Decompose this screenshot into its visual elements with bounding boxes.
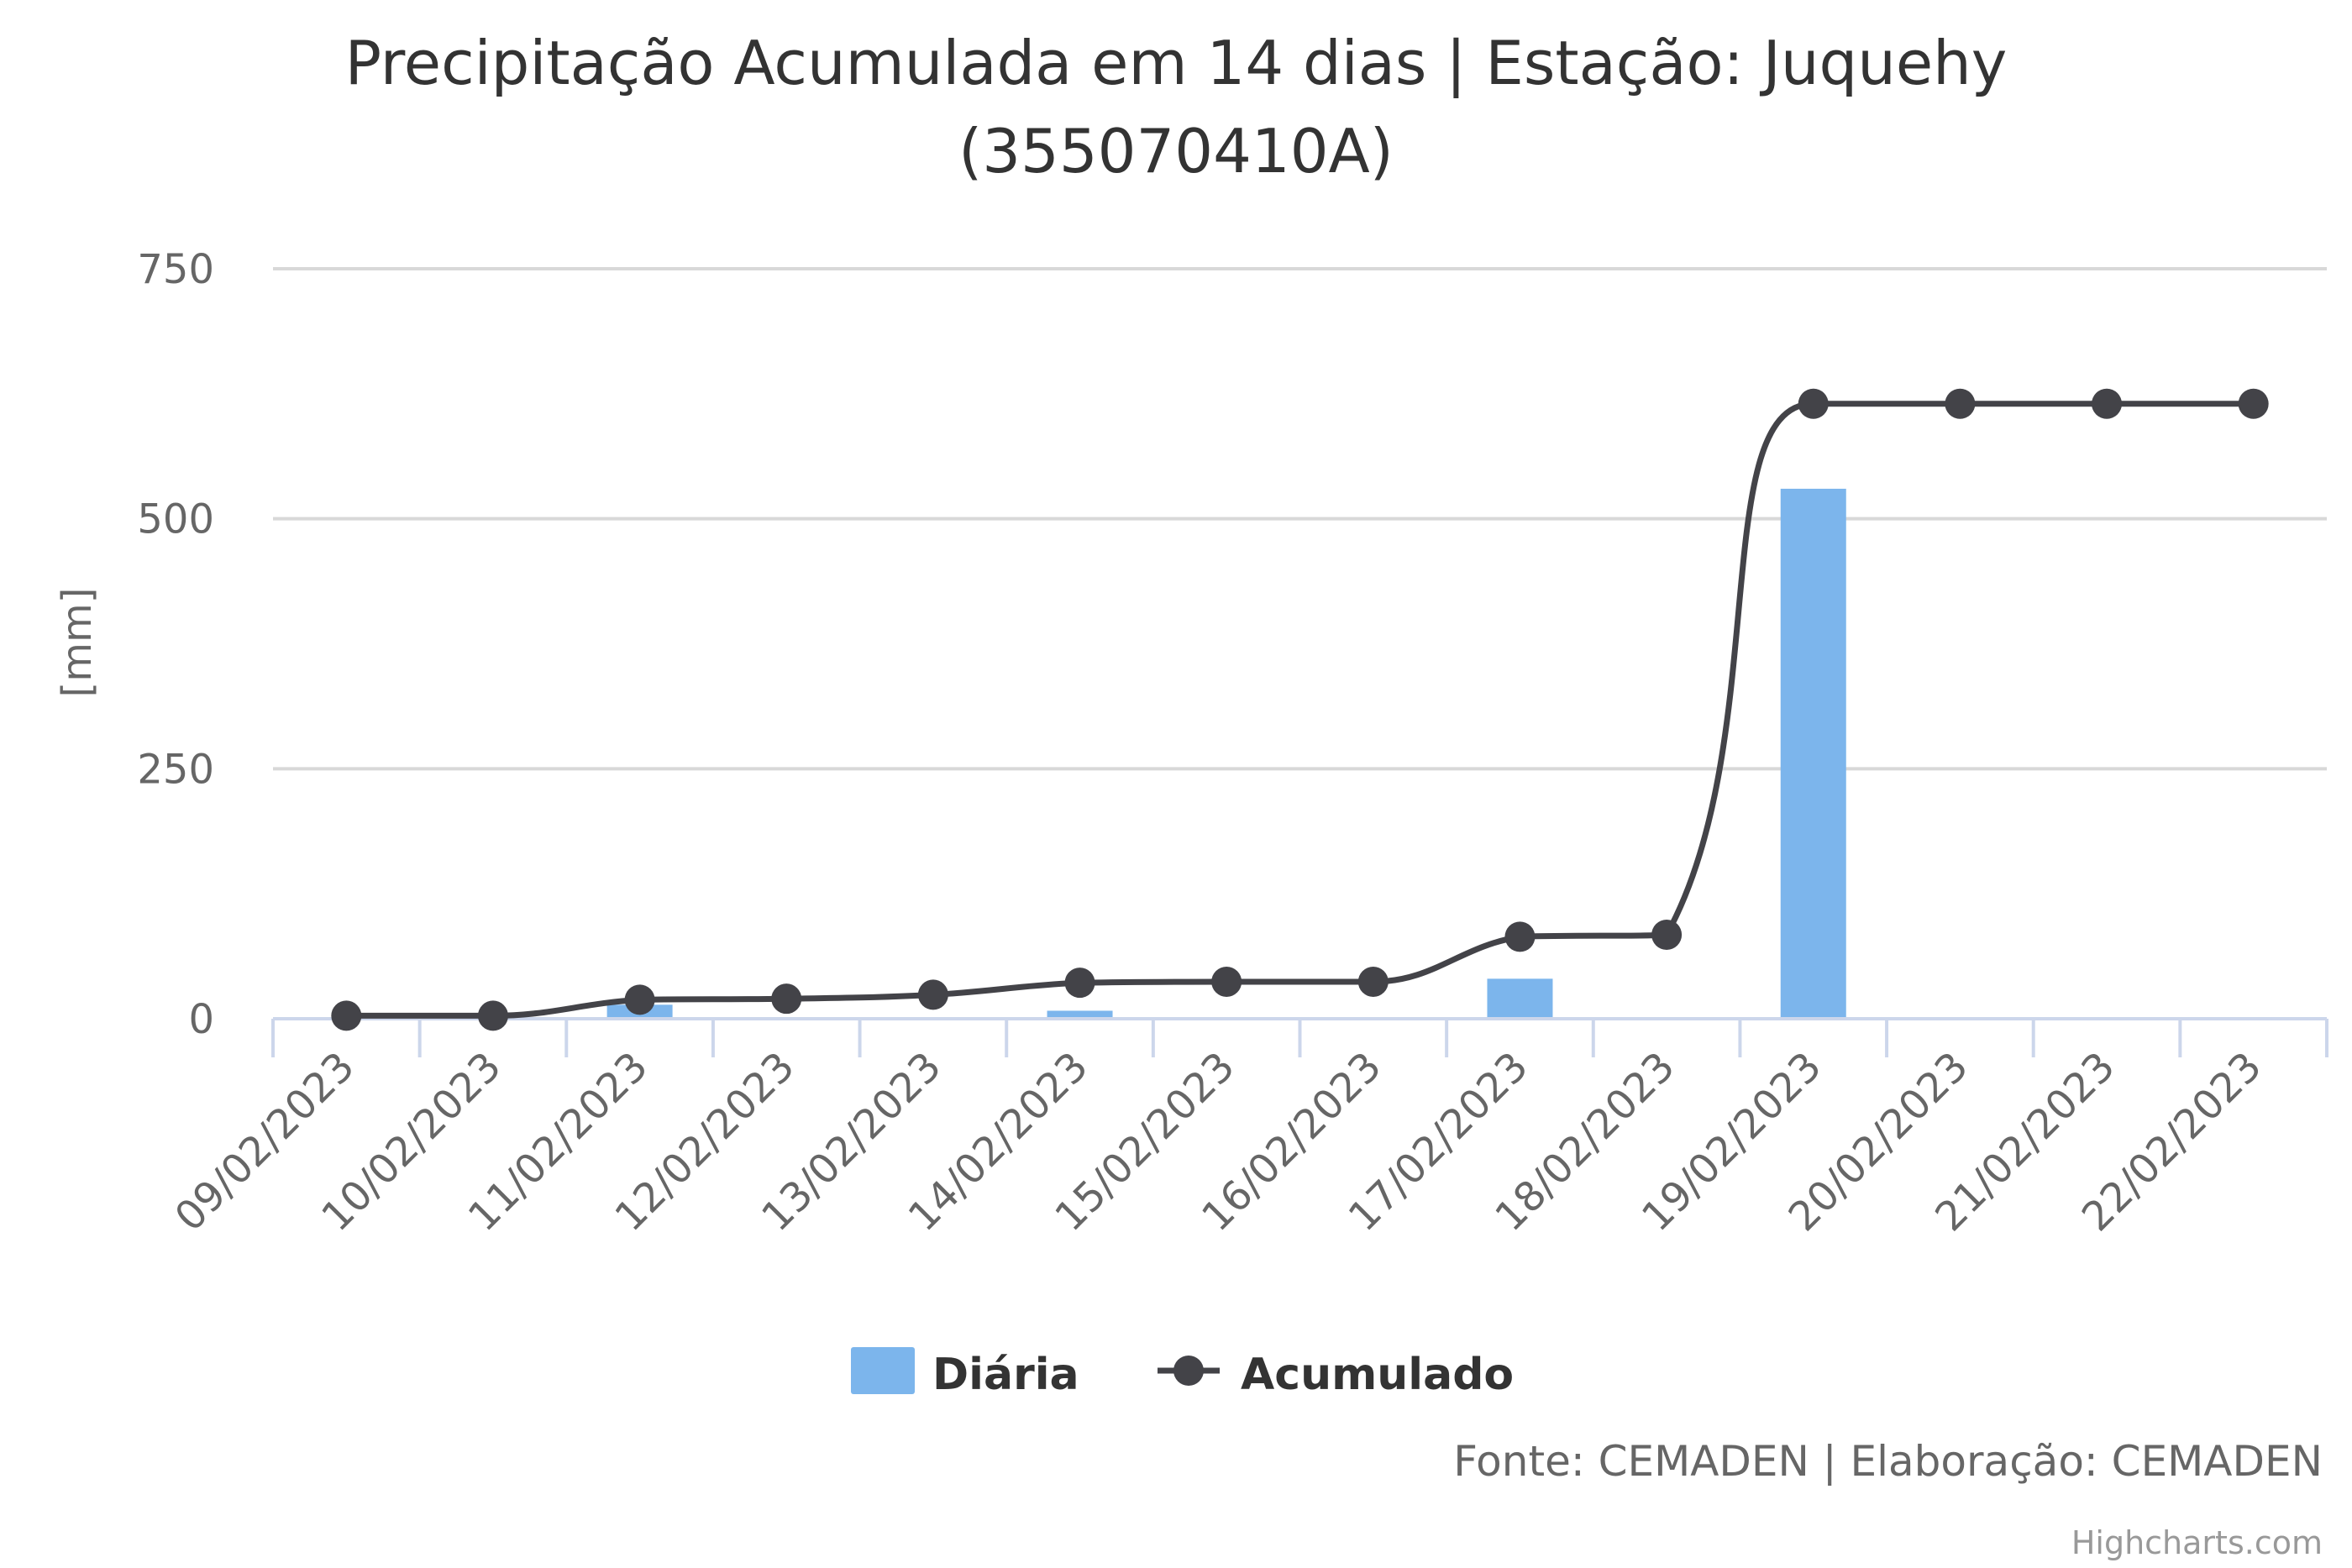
legend-diaria-label: Diária	[932, 1350, 1079, 1400]
highcharts-watermark: Highcharts.com	[2071, 1524, 2323, 1561]
acumulado-point[interactable]	[1357, 966, 1389, 997]
y-axis-title: [mm]	[54, 588, 101, 698]
acumulado-point[interactable]	[1945, 388, 1976, 419]
source-credit: Fonte: CEMADEN | Elaboração: CEMADEN	[1453, 1437, 2323, 1486]
acumulado-markers	[331, 388, 2269, 1031]
legend-item-diaria[interactable]: Diária	[851, 1347, 1079, 1400]
acumulado-point[interactable]	[624, 984, 655, 1015]
legend: Diária Acumulado	[851, 1347, 1514, 1400]
legend-diaria-swatch	[851, 1347, 915, 1394]
chart-title-line-2: (355070410A)	[958, 116, 1394, 186]
legend-item-acumulado[interactable]: Acumulado	[1158, 1350, 1514, 1400]
diaria-bar[interactable]	[1780, 488, 1846, 1019]
acumulado-point[interactable]	[477, 1000, 508, 1031]
legend-acumulado-marker-symbol	[1173, 1356, 1204, 1386]
acumulado-line-series	[331, 388, 2269, 1031]
x-axis-ticks	[271, 1019, 2328, 1057]
y-tick-label: 750	[137, 246, 214, 293]
y-gridlines	[273, 267, 2327, 771]
diaria-bar-series	[606, 488, 1846, 1019]
acumulado-point[interactable]	[1798, 388, 1829, 419]
diaria-bar[interactable]	[1487, 978, 1553, 1019]
acumulado-point[interactable]	[1211, 966, 1242, 997]
acumulado-point[interactable]	[1064, 968, 1095, 999]
acumulado-point[interactable]	[2092, 388, 2123, 419]
acumulado-point[interactable]	[917, 979, 948, 1010]
acumulado-point[interactable]	[331, 1000, 362, 1031]
acumulado-point[interactable]	[2238, 388, 2269, 419]
chart-title-line-1: Precipitação Acumulada em 14 dias | Esta…	[345, 28, 2008, 99]
y-tick-label: 500	[137, 496, 214, 543]
acumulado-point[interactable]	[771, 983, 802, 1015]
acumulado-point[interactable]	[1651, 919, 1683, 950]
chart-title: Precipitação Acumulada em 14 dias | Esta…	[345, 28, 2008, 186]
y-axis-tick-labels: 0 250 500 750	[137, 246, 214, 1043]
diaria-bar[interactable]	[1047, 1010, 1113, 1019]
y-tick-label: 0	[188, 996, 214, 1043]
acumulado-point[interactable]	[1504, 921, 1536, 952]
y-tick-label: 250	[137, 746, 214, 793]
legend-acumulado-label: Acumulado	[1241, 1350, 1514, 1400]
